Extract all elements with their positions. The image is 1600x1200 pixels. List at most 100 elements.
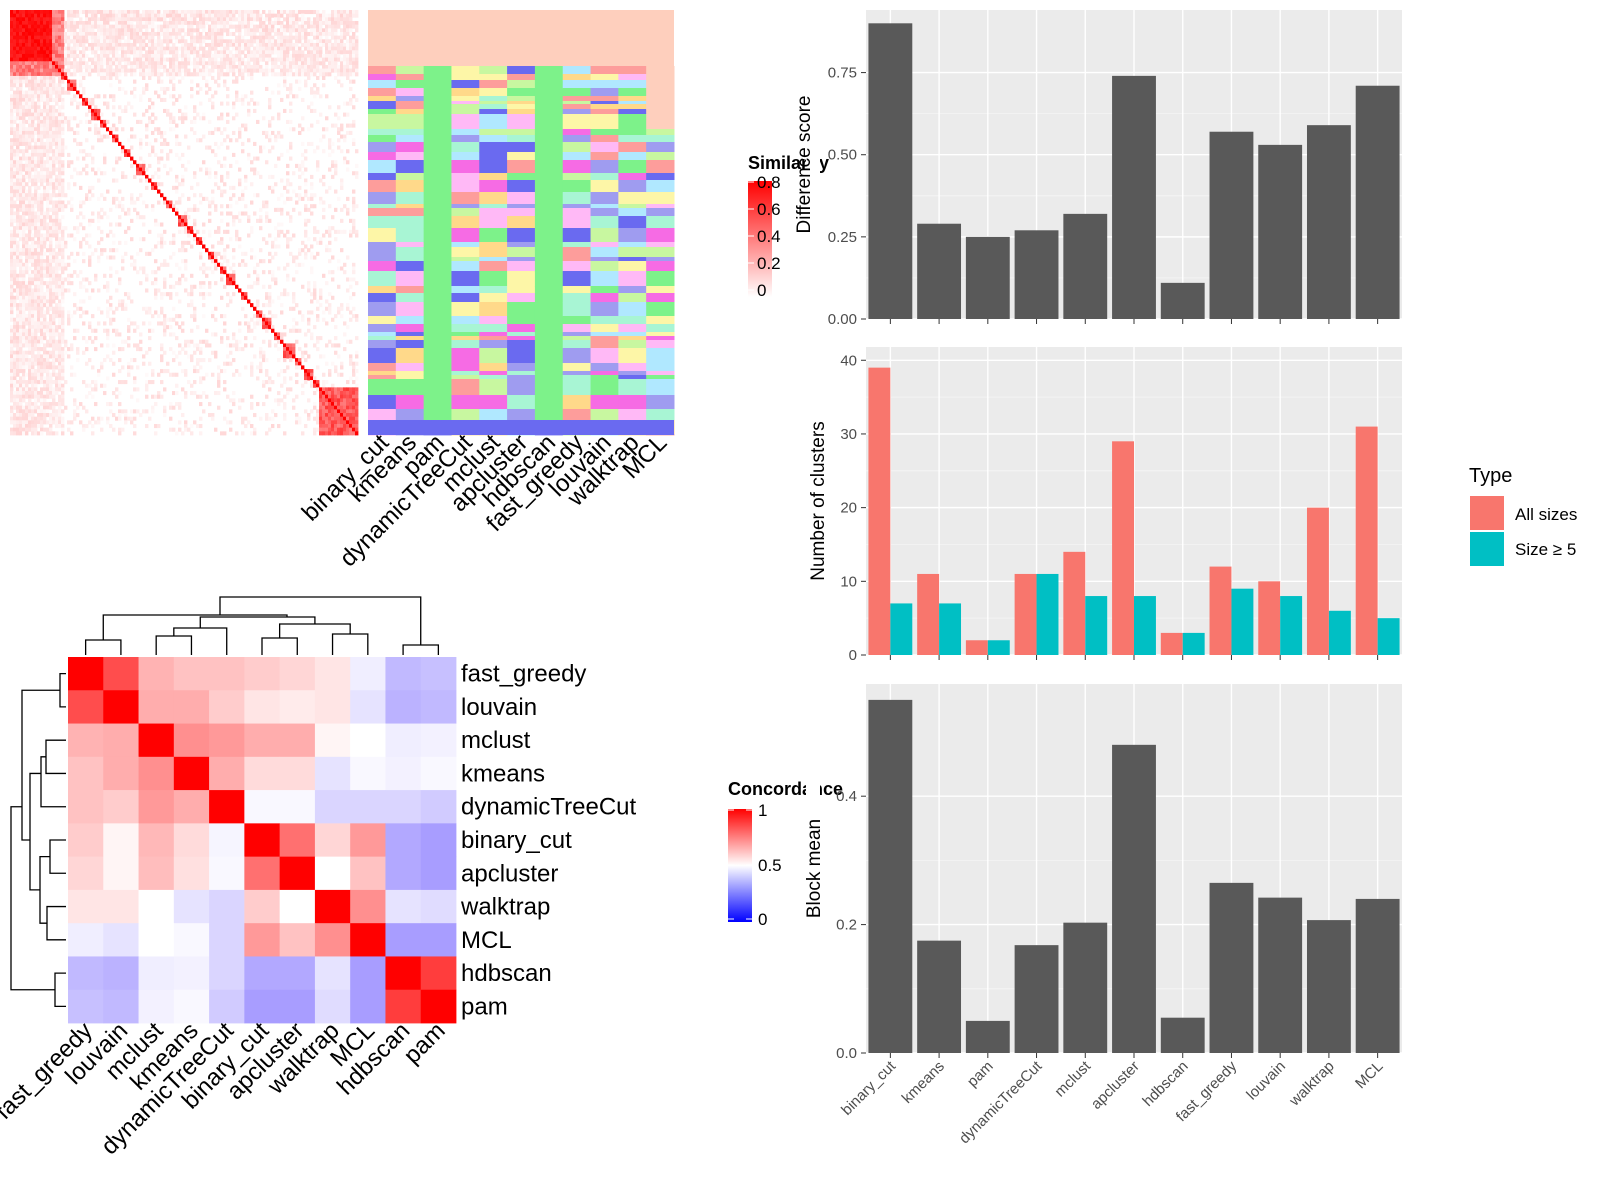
similarity-cell [82, 299, 86, 304]
similarity-cell [91, 145, 95, 150]
similarity-cell [193, 237, 197, 242]
similarity-cell [130, 196, 134, 201]
similarity-cell [226, 336, 230, 341]
similarity-cell [328, 233, 332, 238]
similarity-cell [328, 39, 332, 44]
similarity-cell [94, 35, 98, 40]
similarity-cell [277, 112, 281, 117]
similarity-cell [73, 35, 77, 40]
similarity-cell [55, 273, 59, 278]
similarity-cell [211, 244, 215, 249]
similarity-cell [139, 57, 143, 62]
similarity-cell [49, 149, 53, 154]
similarity-cell [76, 46, 80, 51]
similarity-cell [19, 167, 23, 172]
similarity-cell [37, 28, 41, 33]
similarity-cell [289, 196, 293, 201]
similarity-cell [157, 68, 161, 73]
similarity-cell [64, 46, 68, 51]
similarity-cell [277, 10, 281, 15]
similarity-cell [34, 24, 38, 29]
similarity-cell [181, 347, 185, 352]
similarity-cell [58, 42, 62, 48]
similarity-cell [34, 361, 38, 366]
similarity-cell [46, 266, 50, 271]
similarity-cell [265, 24, 269, 29]
similarity-cell [211, 270, 215, 275]
similarity-cell [145, 42, 149, 48]
similarity-cell [31, 207, 35, 212]
similarity-cell [22, 112, 26, 117]
similarity-cell [277, 31, 281, 37]
similarity-cell [166, 171, 170, 176]
similarity-cell [271, 325, 275, 330]
similarity-cell [280, 339, 284, 344]
similarity-cell [49, 105, 53, 110]
similarity-cell [166, 42, 170, 48]
similarity-cell [244, 39, 248, 44]
similarity-cell [31, 361, 35, 366]
similarity-cell [157, 288, 161, 293]
similarity-cell [241, 42, 245, 48]
similarity-cell [163, 31, 167, 37]
similarity-cell [31, 31, 35, 37]
similarity-cell [181, 152, 185, 157]
similarity-cell [16, 64, 20, 70]
similarity-cell [187, 10, 191, 15]
similarity-cell [286, 50, 290, 55]
similarity-cell [328, 57, 332, 62]
similarity-cell [37, 83, 41, 88]
similarity-cell [43, 317, 47, 322]
similarity-cell [31, 193, 35, 198]
similarity-cell [355, 314, 359, 319]
similarity-cell [16, 42, 20, 48]
similarity-cell [22, 68, 26, 73]
similarity-cell [124, 24, 128, 29]
similarity-cell [343, 53, 347, 59]
similarity-cell [28, 86, 32, 91]
similarity-cell [19, 266, 23, 271]
similarity-cell [70, 53, 74, 59]
similarity-cell [103, 273, 107, 278]
similarity-cell [346, 68, 350, 73]
similarity-cell [67, 200, 71, 205]
similarity-cell [28, 233, 32, 238]
similarity-cell [349, 72, 353, 77]
similarity-cell [34, 108, 38, 113]
similarity-cell [55, 259, 59, 264]
similarity-cell [70, 281, 74, 286]
similarity-cell [64, 288, 68, 293]
similarity-cell [199, 350, 203, 355]
similarity-cell [103, 10, 107, 15]
similarity-cell [262, 53, 266, 59]
similarity-cell [298, 86, 302, 91]
similarity-cell [223, 163, 227, 168]
similarity-cell [274, 17, 278, 22]
similarity-cell [325, 361, 329, 366]
similarity-cell [319, 196, 323, 201]
similarity-cell [118, 299, 122, 304]
similarity-cell [292, 64, 296, 70]
similarity-cell [31, 145, 35, 150]
similarity-cell [94, 53, 98, 59]
similarity-cell [37, 259, 41, 264]
similarity-cell [208, 97, 212, 102]
similarity-cell [40, 262, 44, 267]
similarity-cell [97, 39, 101, 44]
similarity-cell [85, 46, 89, 51]
similarity-cell [295, 24, 299, 29]
similarity-cell [19, 57, 23, 62]
similarity-cell [148, 68, 152, 73]
similarity-cell [160, 310, 164, 315]
similarity-cell [214, 354, 218, 359]
similarity-cell [310, 211, 314, 216]
similarity-cell [292, 255, 296, 260]
similarity-cell [211, 350, 215, 355]
similarity-cell [148, 46, 152, 51]
similarity-cell [184, 222, 188, 227]
similarity-cell [121, 207, 125, 212]
similarity-cell [127, 13, 131, 18]
similarity-cell [223, 72, 227, 77]
similarity-cell [229, 281, 233, 286]
similarity-cell [55, 354, 59, 359]
